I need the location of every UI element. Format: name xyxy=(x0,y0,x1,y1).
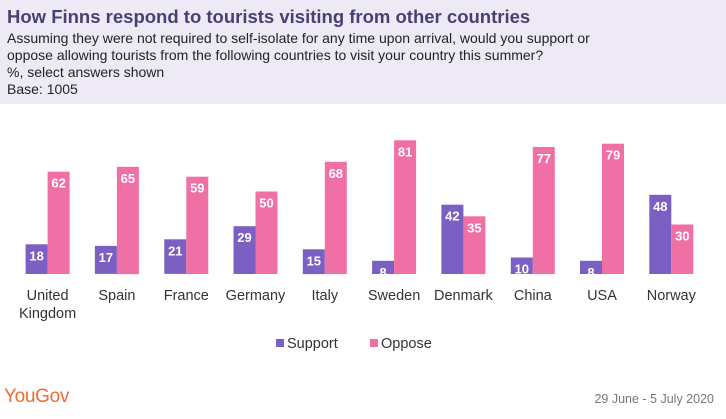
bar-oppose-6 xyxy=(394,140,417,274)
bar-oppose-3 xyxy=(186,176,209,274)
data-label-support-3: 21 xyxy=(168,243,182,258)
data-label-oppose-1: 62 xyxy=(51,176,65,191)
bar-oppose-9 xyxy=(602,143,624,274)
data-label-oppose-6: 81 xyxy=(398,144,412,159)
bar-support-9 xyxy=(580,260,602,274)
subtitle-line-1: Assuming they were not required to self-… xyxy=(7,30,590,46)
bar-support-7 xyxy=(441,204,464,274)
category-label-8: China xyxy=(514,288,553,304)
category-label-10: Norway xyxy=(647,288,697,304)
legend-swatch-oppose xyxy=(370,339,378,347)
bar-support-4 xyxy=(233,226,256,274)
legend-label-oppose: Oppose xyxy=(381,336,432,352)
data-label-support-4: 29 xyxy=(237,230,251,245)
data-label-support-10: 48 xyxy=(653,199,667,214)
category-label-1-line-1: United xyxy=(27,288,69,304)
bar-support-3 xyxy=(164,239,187,274)
data-label-support-9: 8 xyxy=(587,265,594,280)
data-label-oppose-10: 30 xyxy=(675,229,689,244)
bar-support-5 xyxy=(302,249,325,275)
data-label-oppose-9: 79 xyxy=(606,148,620,163)
data-label-support-7: 42 xyxy=(445,209,459,224)
category-label-1-line-2: Kingdom xyxy=(19,306,76,322)
category-label-2: Spain xyxy=(98,288,135,304)
data-label-oppose-8: 77 xyxy=(537,151,551,166)
data-label-oppose-4: 50 xyxy=(259,196,273,211)
bar-support-10 xyxy=(649,194,672,274)
data-label-support-5: 15 xyxy=(307,253,321,268)
bar-support-8 xyxy=(510,257,533,274)
data-label-oppose-5: 68 xyxy=(329,166,343,181)
category-label-9: USA xyxy=(587,288,617,304)
bar-oppose-5 xyxy=(324,161,347,274)
bar-oppose-7 xyxy=(463,216,486,275)
legend-label-support: Support xyxy=(287,336,338,352)
data-label-support-6: 8 xyxy=(379,265,386,280)
header-band: How Finns respond to tourists visiting f… xyxy=(0,0,726,104)
data-label-support-2: 17 xyxy=(99,250,113,265)
data-label-oppose-2: 65 xyxy=(121,171,135,186)
data-label-oppose-7: 35 xyxy=(467,220,481,235)
subtitle-line-4: Base: 1005 xyxy=(7,81,78,97)
category-label-5: Italy xyxy=(312,288,339,304)
bar-oppose-1 xyxy=(47,171,70,274)
category-label-7: Denmark xyxy=(434,288,494,304)
bar-support-2 xyxy=(94,245,117,274)
bar-oppose-4 xyxy=(255,191,278,274)
data-label-support-8: 10 xyxy=(515,262,529,277)
subtitle-line-2: oppose allowing tourists from the follow… xyxy=(7,47,544,63)
bar-support-6 xyxy=(372,260,395,274)
chart-title: How Finns respond to tourists visiting f… xyxy=(7,6,531,27)
bar-oppose-8 xyxy=(532,147,555,274)
bar-oppose-10 xyxy=(671,224,694,274)
bar-support-1 xyxy=(25,244,48,274)
subtitle-line-3: %, select answers shown xyxy=(7,64,165,80)
fieldwork-date: 29 June - 5 July 2020 xyxy=(594,392,714,406)
category-label-4: Germany xyxy=(226,288,286,304)
bar-oppose-2 xyxy=(116,166,139,275)
legend-swatch-support xyxy=(276,339,284,347)
category-label-3: France xyxy=(164,288,209,304)
chart-subtitle: Assuming they were not required to self-… xyxy=(7,30,719,98)
bar-chart: 18 62 United Kingdom 17 65 Spain 21 59 France 29 50… xyxy=(19,140,697,352)
yougov-logo: YouGov xyxy=(4,386,70,407)
category-label-6: Sweden xyxy=(368,288,420,304)
data-label-oppose-3: 59 xyxy=(190,181,204,196)
data-label-support-1: 18 xyxy=(29,248,43,263)
